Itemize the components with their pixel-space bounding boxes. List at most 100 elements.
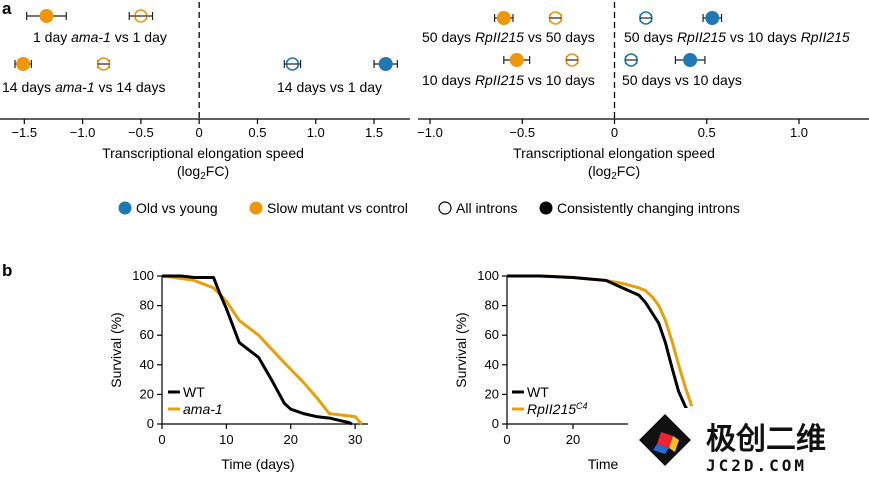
aR-xtick-label: −0.5 xyxy=(509,125,535,140)
aL-xtick-label: −0.5 xyxy=(128,125,154,140)
b-right-lines xyxy=(507,274,694,413)
bL-xtick-label: 0 xyxy=(158,432,165,447)
bL-ytick-label: 40 xyxy=(140,357,154,372)
a-right-ticks: −1.0 −0.5 0 0.5 1.0 xyxy=(417,119,808,140)
legend-consistent-marker xyxy=(539,201,553,215)
aL-point xyxy=(373,57,398,71)
aR-point xyxy=(548,11,563,25)
legend: Old vs young Slow mutant vs control All … xyxy=(118,200,740,216)
label-50days-rp-vs-10days-rp: 50 days RpII215 vs 10 days RpII215 xyxy=(624,29,850,45)
aR-point xyxy=(674,53,706,67)
aL-xtick-label: 1.5 xyxy=(365,125,383,140)
aL-xtick-label: 0 xyxy=(196,125,203,140)
bL-series-0 xyxy=(162,274,353,426)
aR-point xyxy=(624,53,638,67)
bL-xtick-label: 20 xyxy=(284,432,298,447)
aL-xtick-label: −1.0 xyxy=(70,125,96,140)
label-50days-rp-vs-50days: 50 days RpII215 vs 50 days xyxy=(422,29,595,45)
b-right-ylabel: Survival (%) xyxy=(453,312,469,387)
watermark-en: JC2D.COM xyxy=(706,456,807,474)
aR-xtick-label: 0.5 xyxy=(698,125,716,140)
label-14days-vs-1day: 14 days vs 1 day xyxy=(277,79,382,95)
bL-ytick-label: 100 xyxy=(132,268,154,283)
panel-b-left-chart: 0 10 20 30 0 20 40 60 80 100 Survival (%) Time (d… xyxy=(108,268,368,472)
bR-xtick-label: 0 xyxy=(503,432,510,447)
bR-ytick-label: 0 xyxy=(492,416,499,431)
b-left-ticks: 0 10 20 30 0 20 40 60 80 100 xyxy=(132,268,362,447)
legend-all-introns-marker xyxy=(438,201,452,215)
aR-point xyxy=(503,53,531,67)
aR-point xyxy=(565,53,579,67)
legend-consistent: Consistently changing introns xyxy=(557,200,740,216)
bR-ytick-label: 80 xyxy=(485,298,499,313)
bR-xtick-label: 20 xyxy=(566,432,580,447)
legend-all-introns: All introns xyxy=(456,200,517,216)
bL-xtick-label: 30 xyxy=(348,432,362,447)
aR-xtick-label: −1.0 xyxy=(417,125,443,140)
a-left-ticks: −1.5 −1.0 −0.5 0 0.5 1.0 1.5 xyxy=(11,119,383,140)
b-right-ticks: 02040020406080100 xyxy=(477,268,646,447)
point-marker-filled xyxy=(705,11,720,25)
point-marker-filled xyxy=(39,9,54,23)
aR-point xyxy=(639,11,653,25)
aL-point xyxy=(128,9,154,23)
b-left-xlabel: Time (days) xyxy=(221,456,294,472)
bR-ytick-label: 100 xyxy=(477,268,499,283)
b-left-ylabel: Survival (%) xyxy=(108,312,124,387)
bL-series-1 xyxy=(161,274,363,425)
label-1day-ama1: 1 day ama-1 vs 1 day xyxy=(33,29,167,45)
label-14days-ama1: 14 days ama-1 vs 14 days xyxy=(2,79,165,95)
a-left-points xyxy=(14,9,398,71)
b-left-legend-mutant: ama-1 xyxy=(183,401,223,417)
bL-ytick-label: 0 xyxy=(147,416,154,431)
aL-point xyxy=(283,57,302,71)
aL-point xyxy=(26,9,67,23)
aR-xtick-label: 0 xyxy=(611,125,618,140)
point-marker-filled xyxy=(683,53,698,67)
watermark: 极创二维 JC2D.COM xyxy=(628,408,869,475)
aL-xtick-label: 1.0 xyxy=(307,125,325,140)
panel-a-left-chart: −1.5 −1.0 −0.5 0 0.5 1.0 1.5 1 day ama-1 vs 1 … xyxy=(0,2,410,182)
bR-ytick-label: 40 xyxy=(485,357,499,372)
legend-old-vs-young: Old vs young xyxy=(136,200,218,216)
label-50days-vs-10days: 50 days vs 10 days xyxy=(622,72,742,88)
b-right-legend-wt: WT xyxy=(527,384,549,400)
point-marker-filled xyxy=(16,57,31,71)
bR-series-0 xyxy=(507,274,690,413)
panel-label-b: b xyxy=(2,261,12,280)
bL-ytick-label: 80 xyxy=(140,298,154,313)
aR-point xyxy=(493,11,514,25)
watermark-logo-icon xyxy=(639,414,691,466)
a-left-xlabel-line1: Transcriptional elongation speed xyxy=(102,145,304,161)
aL-xtick-label: 0.5 xyxy=(248,125,266,140)
point-marker-filled xyxy=(496,11,511,25)
b-right-legend-mutant: RpII215C4 xyxy=(527,401,588,417)
point-marker-filled xyxy=(378,57,393,71)
bL-xtick-label: 10 xyxy=(219,432,233,447)
legend-slow-mutant: Slow mutant vs control xyxy=(267,200,408,216)
watermark-cn: 极创二维 xyxy=(706,422,826,457)
bR-ytick-label: 20 xyxy=(485,386,499,401)
b-left-legend-wt: WT xyxy=(183,384,205,400)
a-left-xlabel-line2: (log2FC) xyxy=(177,163,229,182)
aL-point xyxy=(96,57,111,71)
panel-label-a: a xyxy=(2,0,12,18)
bR-ytick-label: 60 xyxy=(485,327,499,342)
point-marker-filled xyxy=(509,53,524,67)
aR-xtick-label: 1.0 xyxy=(790,125,808,140)
a-right-points xyxy=(493,11,723,67)
label-10days-rp-vs-10days: 10 days RpII215 vs 10 days xyxy=(422,72,595,88)
panel-a-right-chart: −1.0 −0.5 0 0.5 1.0 50 days RpII215 vs 50 da… xyxy=(417,2,869,182)
bL-ytick-label: 20 xyxy=(140,386,154,401)
aR-point xyxy=(702,11,723,25)
a-right-xlabel-line1: Transcriptional elongation speed xyxy=(513,145,715,161)
legend-slow-mutant-marker xyxy=(249,201,263,215)
b-right-xlabel: Time xyxy=(588,456,619,472)
aL-xtick-label: −1.5 xyxy=(11,125,37,140)
aL-point xyxy=(14,57,32,71)
bL-ytick-label: 60 xyxy=(140,327,154,342)
b-left-lines xyxy=(161,274,363,426)
legend-old-vs-young-marker xyxy=(118,201,132,215)
a-right-xlabel-line2: (log2FC) xyxy=(588,163,640,182)
